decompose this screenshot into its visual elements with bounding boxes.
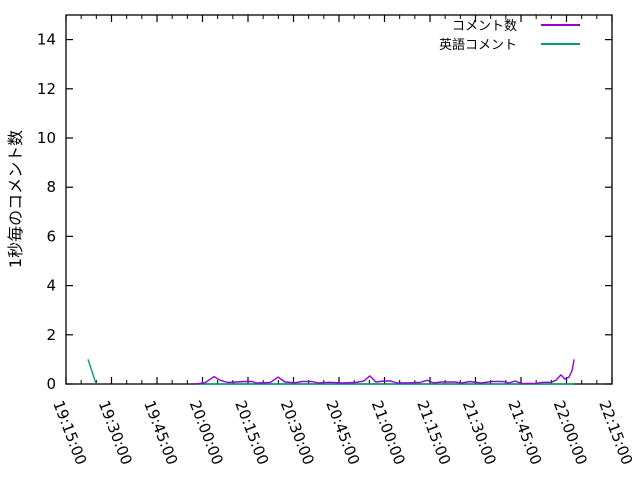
series-comments [194, 359, 575, 385]
x-tick-label: 19:30:00 [95, 398, 136, 467]
legend-row: 英語コメント [439, 34, 580, 53]
x-tick-label: 21:45:00 [504, 398, 545, 467]
y-tick-label: 10 [37, 129, 56, 147]
x-tick-label: 20:15:00 [231, 398, 272, 467]
x-tick-label: 22:15:00 [595, 398, 636, 467]
x-tick-label: 21:30:00 [459, 398, 500, 467]
legend-label-english-comments: 英語コメント [438, 38, 517, 53]
y-tick-label: 4 [46, 277, 56, 295]
y-tick-label: 0 [46, 375, 56, 393]
x-tick-label: 19:15:00 [49, 398, 90, 467]
x-tick-label: 20:45:00 [322, 398, 363, 467]
y-tick-label: 2 [46, 326, 56, 344]
x-tick-label: 19:45:00 [140, 398, 181, 467]
x-tick-label: 20:00:00 [186, 398, 227, 467]
legend-line-english-comments-icon [541, 42, 580, 45]
plot-border [65, 14, 613, 385]
y-tick-label: 8 [46, 178, 56, 196]
y-tick-label: 12 [37, 80, 56, 98]
x-tick-label: 21:15:00 [413, 398, 454, 467]
y-axis-label: 1秒毎のコメント数 [6, 129, 25, 269]
x-tick-label: 20:30:00 [277, 398, 318, 467]
y-tick-label: 6 [46, 227, 56, 245]
x-tick-label: 21:00:00 [368, 398, 409, 467]
series-english-comments [87, 359, 97, 385]
legend-row: コメント数 [439, 15, 580, 34]
legend: コメント数 英語コメント [439, 15, 580, 53]
legend-line-comments-icon [541, 23, 580, 26]
y-tick-label: 14 [37, 31, 56, 49]
legend-label-comments: コメント数 [451, 19, 517, 34]
x-tick-label: 22:00:00 [550, 398, 591, 467]
